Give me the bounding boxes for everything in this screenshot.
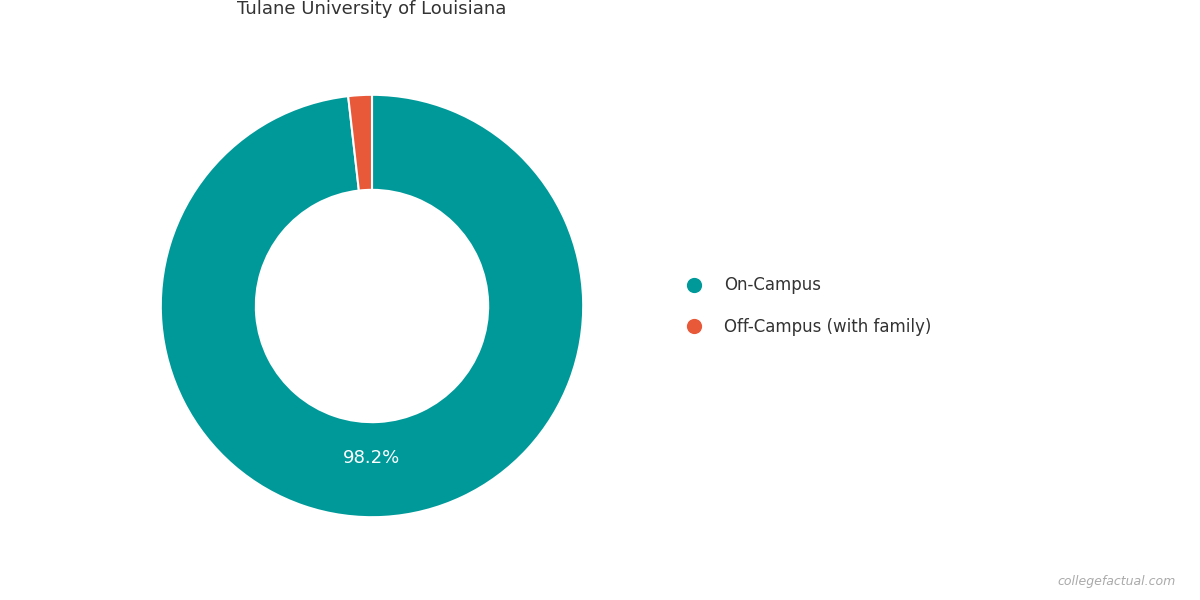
Wedge shape	[348, 95, 372, 191]
Text: collegefactual.com: collegefactual.com	[1057, 575, 1176, 588]
Wedge shape	[161, 95, 583, 517]
Legend: On-Campus, Off-Campus (with family): On-Campus, Off-Campus (with family)	[671, 269, 938, 343]
Text: 98.2%: 98.2%	[343, 449, 401, 467]
Title: Freshmen Living Arrangements at
Tulane University of Louisiana: Freshmen Living Arrangements at Tulane U…	[220, 0, 524, 18]
